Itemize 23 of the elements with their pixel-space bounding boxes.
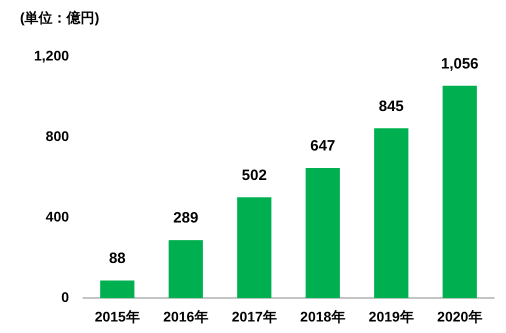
bar [374,128,408,298]
y-tick-label: 1,200 [34,48,70,64]
data-label: 502 [242,166,267,184]
bar [442,86,477,298]
data-label: 88 [108,250,126,268]
x-tick-label: 2015年 [94,308,140,324]
x-tick-label: 2019年 [368,308,414,324]
y-tick-label: 0 [61,289,70,306]
y-tick-label: 400 [46,208,70,225]
bar [237,197,272,298]
x-tick-label: 2017年 [232,308,277,324]
bar [100,280,134,298]
chart-title: (単位：億円) [20,9,100,26]
bar [306,168,340,298]
data-label: 289 [173,210,198,227]
data-label: 647 [310,138,336,155]
bar [168,240,203,298]
data-label: 845 [378,98,404,115]
x-tick-label: 2018年 [300,308,346,324]
y-tick-label: 800 [46,128,70,144]
x-tick-label: 2016年 [163,308,208,324]
x-tick-label: 2020年 [437,308,482,324]
data-label: 1,056 [440,55,479,72]
